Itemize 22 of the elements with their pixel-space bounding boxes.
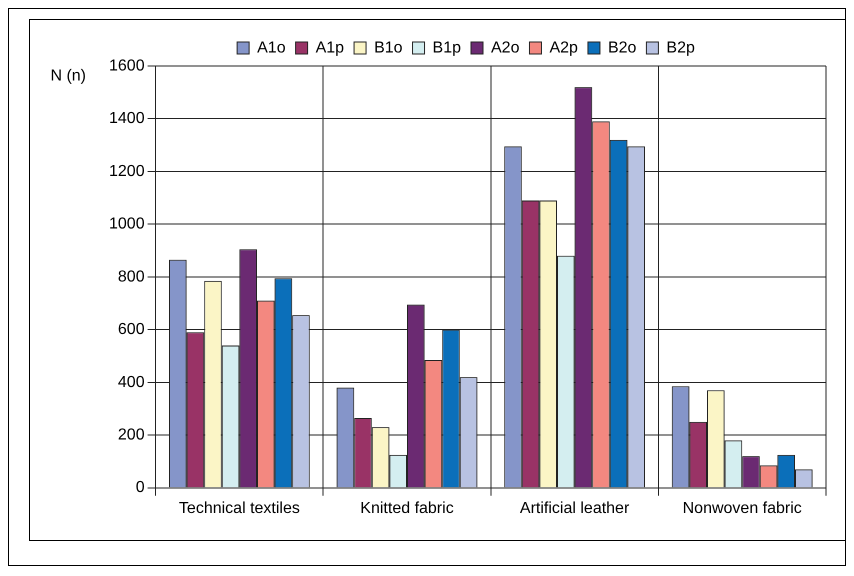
y-tick-label: 1200 (109, 162, 145, 180)
y-tick-label: 0 (136, 479, 145, 496)
legend-label: B1p (432, 39, 462, 56)
y-tick-label: 800 (118, 268, 145, 286)
legend-label: A2p (549, 39, 578, 56)
legend-label: B1o (374, 39, 403, 56)
y-tick-label: 200 (118, 426, 145, 444)
legend-label: B2o (608, 39, 637, 56)
legend-label: A2o (491, 39, 520, 56)
y-tick-label: 1600 (109, 57, 145, 74)
y-tick-label: 1400 (109, 110, 145, 128)
legend-label: B2p (666, 39, 695, 56)
y-tick-label: 600 (118, 321, 145, 338)
x-tick-label: Knitted fabric (360, 500, 454, 517)
x-tick-label: Technical textiles (178, 500, 300, 517)
x-tick-label: Artificial leather (520, 500, 630, 517)
y-tick-label: 400 (118, 374, 145, 391)
y-tick-label: 1000 (109, 216, 145, 233)
legend-label: A1p (316, 39, 344, 56)
legend-label: A1o (257, 39, 286, 56)
y-axis-title: N (n) (50, 67, 86, 84)
x-tick-label: Nonwoven fabric (682, 500, 802, 517)
